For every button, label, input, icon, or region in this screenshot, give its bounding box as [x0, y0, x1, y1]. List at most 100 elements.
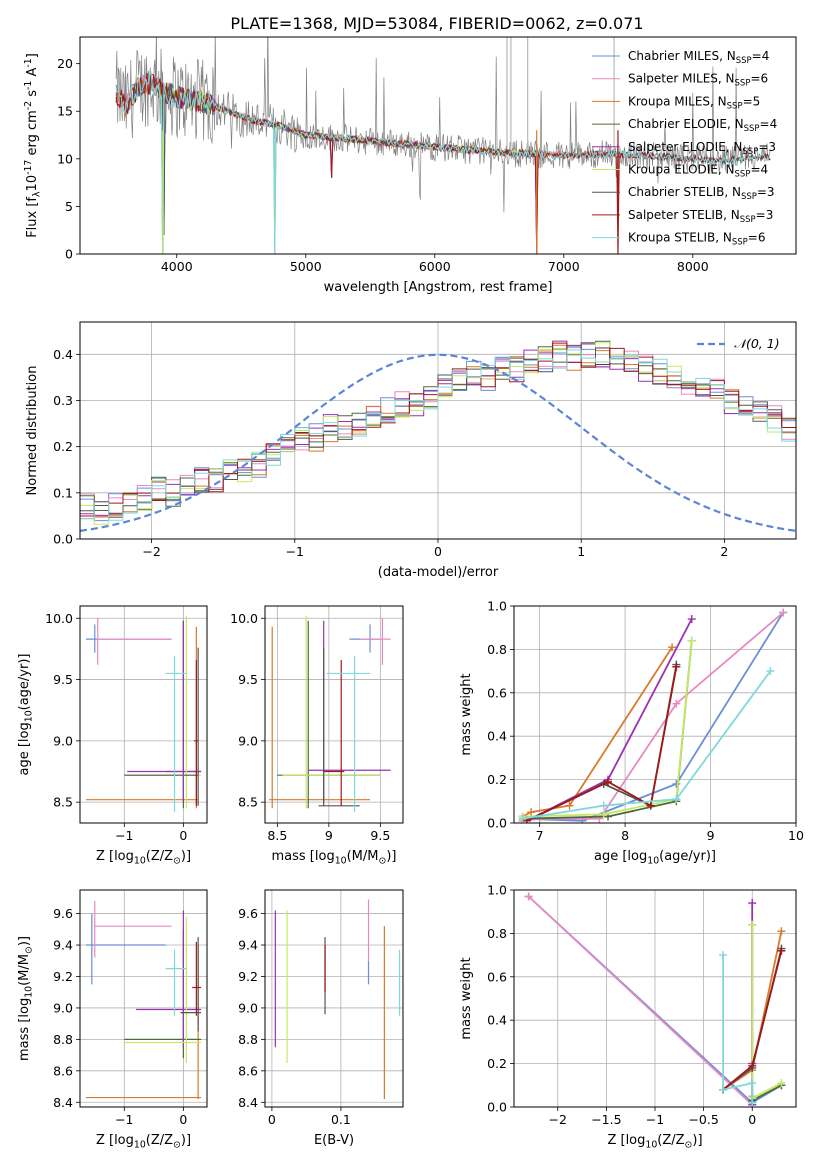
y-tick-label: 9.6	[238, 906, 258, 921]
weight-point	[599, 801, 608, 810]
model-spectrum	[115, 70, 771, 254]
x-axis-label: Z [log10​(Z/Z⊙​)]	[96, 1133, 191, 1150]
y-tick-label: 15	[57, 104, 73, 119]
y-tick-label: 1.0	[487, 599, 507, 614]
legend-entry: Kroupa MILES, NSSP=5	[628, 94, 760, 111]
x-tick-label: 5000	[290, 259, 322, 274]
y-tick-label: 0.0	[487, 816, 507, 831]
weight-point	[777, 927, 786, 936]
x-tick-label: −2	[142, 544, 160, 559]
y-axis-label: Normed distribution	[25, 366, 40, 496]
y-tick-label: 9.4	[238, 938, 258, 953]
x-tick-label: −1	[646, 1112, 664, 1127]
frame-age_vs_Z	[79, 605, 208, 824]
y-tick-label: 0.1	[53, 485, 73, 500]
x-tick-label: 2	[720, 544, 728, 559]
y-tick-label: 5	[65, 199, 73, 214]
frame-mass_vs_ebv	[264, 889, 404, 1108]
x-tick-label: 7	[536, 828, 544, 843]
y-tick-label: 0	[65, 247, 73, 262]
y-tick-label: 9.6	[53, 906, 73, 921]
y-tick-label: 8.4	[238, 1095, 258, 1110]
y-tick-label: 0.4	[53, 347, 73, 362]
y-tick-label: 9.0	[53, 1000, 73, 1015]
residual-histogram	[80, 340, 796, 517]
x-tick-label: 0	[434, 544, 442, 559]
weight-plot-weight_vs_age	[518, 608, 788, 823]
y-tick-label: 8.6	[53, 1063, 73, 1078]
weight-point	[672, 699, 681, 708]
x-tick-label: −1	[115, 828, 133, 843]
x-axis-label: E(B-V)	[314, 1133, 354, 1148]
y-tick-label: 8.8	[53, 1032, 73, 1047]
x-tick-label: 0	[179, 1112, 187, 1127]
weight-point	[687, 615, 696, 624]
weight-point	[748, 1061, 757, 1070]
weight-point	[668, 643, 677, 652]
y-axis-label: mass [log10​(M/M⊙​)]	[17, 936, 34, 1061]
y-tick-label: 0.3	[53, 393, 73, 408]
weight-point	[646, 801, 655, 810]
weight-series	[527, 895, 754, 1107]
y-tick-label: 8.4	[53, 1095, 73, 1110]
frame-mass_vs_Z	[79, 889, 208, 1108]
y-axis-label: age [log10​(age/yr)]	[17, 654, 34, 776]
axes-spectrum: 4000 5000 6000 7000 8000 0 5 10 15 20 wavelength […	[23, 53, 709, 295]
x-tick-label: 7000	[548, 259, 580, 274]
weight-point	[527, 808, 536, 817]
x-tick-label: −1.5	[591, 1112, 621, 1127]
x-tick-label: 8000	[677, 259, 709, 274]
weight-point	[748, 899, 757, 908]
histogram-frame	[79, 321, 797, 540]
y-tick-label: 0.4	[487, 729, 507, 744]
y-tick-label: 9.4	[53, 938, 73, 953]
x-tick-label: 1	[577, 544, 585, 559]
x-tick-label: 0.1	[331, 1112, 351, 1127]
x-tick-label: 0	[748, 1112, 756, 1127]
x-tick-label: 10	[788, 828, 804, 843]
weight-series	[526, 664, 678, 822]
weight-plot-weight_vs_Z	[524, 892, 786, 1107]
legend-entry: Kroupa STELIB, NSSP=6	[628, 231, 766, 248]
x-tick-label: −2	[549, 1112, 567, 1127]
y-tick-label: 0.0	[53, 532, 73, 547]
y-axis-label: mass weight	[459, 957, 474, 1039]
y-tick-label: 9.0	[53, 733, 73, 748]
x-tick-label: 0	[179, 828, 187, 843]
x-axis-label: Z [log10​(Z/Z⊙​)]	[607, 1133, 702, 1150]
weight-point	[766, 667, 775, 676]
y-tick-label: 0.4	[487, 1013, 507, 1028]
y-tick-label: 10.0	[230, 611, 258, 626]
residual-histogram	[80, 344, 796, 520]
x-tick-label: −1	[286, 544, 304, 559]
x-tick-label: 0	[268, 1112, 276, 1127]
x-tick-label: 9	[707, 828, 715, 843]
spectrum-frame	[79, 36, 797, 255]
residual-histogram	[80, 346, 796, 522]
legend-entry: Kroupa ELODIE, NSSP=4	[628, 163, 768, 180]
x-axis-label: age [log10​(age/yr)]	[594, 849, 716, 866]
errorbar-plot-age_vs_mass	[269, 615, 391, 812]
x-axis-label: mass [log10​(M/M⊙​)]	[272, 849, 397, 866]
y-tick-label: 8.5	[238, 795, 258, 810]
y-axis-label: Flux [fλ​10-17​ erg cm-2​ s-1​ A-1​]	[23, 53, 42, 238]
weight-series	[522, 612, 784, 822]
y-tick-label: 10	[57, 151, 73, 166]
y-tick-label: 9.2	[53, 969, 73, 984]
x-tick-label: −0.5	[688, 1112, 718, 1127]
y-tick-label: 20	[57, 56, 73, 71]
axes-mass_vs_Z: −1 0 8.4 8.6 8.8 9.0 9.2 9.4 9.6 Z [log10​(Z/Z⊙​)…	[17, 890, 207, 1150]
axes-age_vs_mass: 8.5 9 9.5 8.5 9.0 9.5 10.0 mass [log10​(M/M⊙​)]	[230, 606, 403, 866]
weight-point	[777, 946, 786, 955]
y-tick-label: 0.2	[487, 1056, 507, 1071]
figure-title: PLATE=1368, MJD=53084, FIBERID=0062, z=0…	[230, 14, 643, 33]
weight-point	[524, 892, 533, 901]
weight-series	[522, 670, 772, 820]
y-tick-label: 0.2	[487, 772, 507, 787]
weight-point	[719, 1085, 728, 1094]
weight-point	[687, 636, 696, 645]
y-axis-label: mass weight	[459, 673, 474, 755]
y-tick-label: 9.0	[238, 733, 258, 748]
x-tick-label: 6000	[419, 259, 451, 274]
